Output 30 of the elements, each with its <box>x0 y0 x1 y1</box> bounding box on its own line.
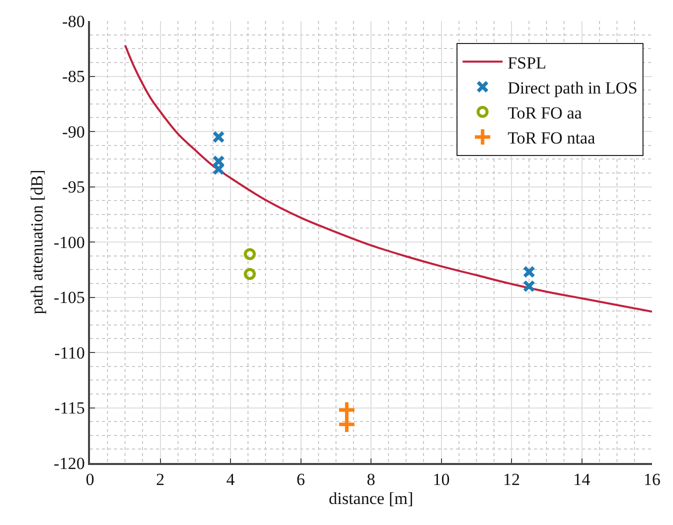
x-tick-label: 16 <box>644 470 660 490</box>
x-tick-label: 10 <box>432 470 450 490</box>
y-tick-label: -90 <box>62 122 85 142</box>
y-tick-label: -85 <box>62 67 85 86</box>
point <box>212 130 225 144</box>
x-axis-title: distance [m] <box>328 489 414 508</box>
x-tick-label: 0 <box>86 470 94 490</box>
x-tick-label: 6 <box>296 470 305 490</box>
y-tick-label: -100 <box>54 232 85 252</box>
y-tick-label: -120 <box>54 454 85 473</box>
y-axis-title: path attenuation [dB] <box>28 170 47 314</box>
x-tick-label: 14 <box>573 470 591 490</box>
line-series <box>124 44 652 313</box>
y-tick-label: -80 <box>62 12 85 31</box>
x-tick-label: 8 <box>366 470 376 490</box>
y-tick-label: -105 <box>54 288 85 308</box>
point <box>244 248 256 260</box>
legend-label: ToR FO aa <box>508 103 582 122</box>
y-tick-label: -95 <box>62 178 85 197</box>
point <box>522 266 536 278</box>
point <box>244 268 256 280</box>
y-tick-label: -110 <box>54 343 85 362</box>
legend-label: FSPL <box>508 53 546 72</box>
x-tick-label: 2 <box>156 470 164 490</box>
point <box>522 280 536 292</box>
legend-label: ToR FO ntaa <box>508 128 596 148</box>
legend-label: Direct path in LOS <box>508 78 638 98</box>
x-tick-label: 12 <box>503 470 520 490</box>
x-tick-label: 4 <box>226 470 236 490</box>
y-tick-label: -115 <box>54 398 85 418</box>
